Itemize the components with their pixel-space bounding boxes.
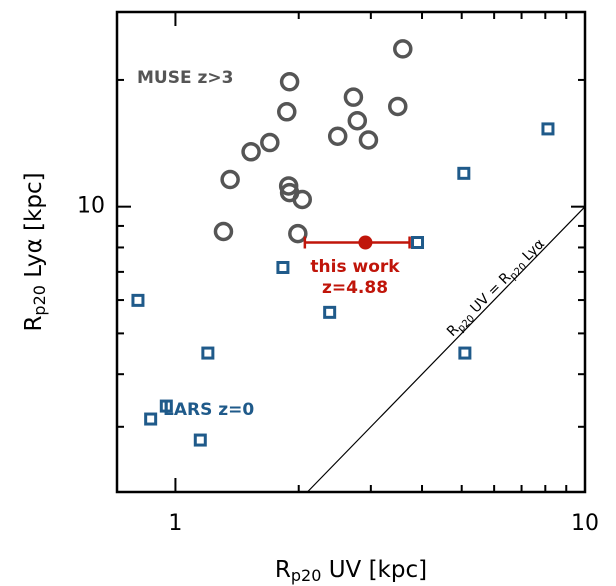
point: [288, 223, 308, 244]
point: [144, 412, 158, 426]
point: [276, 260, 290, 274]
point: [327, 126, 348, 146]
highlight-label: this work: [310, 257, 400, 277]
x-axis-label: Rp20 UV [kpc]: [275, 557, 427, 585]
point: [358, 130, 379, 150]
x-tick-label: 10: [571, 511, 599, 536]
point: [131, 293, 145, 307]
label-part: UV = R: [464, 269, 514, 319]
point: [458, 346, 472, 360]
plot-frame: [115, 10, 587, 494]
y-axis-label: Rp20 Lyα [kpc]: [21, 172, 49, 331]
point: [241, 142, 261, 162]
point: [193, 433, 207, 447]
label-part: Lyα [kpc]: [21, 172, 47, 285]
point: [201, 346, 215, 360]
label-part: R: [21, 316, 47, 332]
point: [393, 39, 413, 59]
series-label: LARS z=0: [163, 400, 254, 420]
point: [220, 169, 240, 190]
point: [260, 132, 280, 153]
reference-line-label: Rp20 UV = Rp20 Lyα: [444, 236, 549, 341]
point: [279, 72, 300, 92]
point: [292, 189, 312, 210]
point: [411, 236, 425, 250]
label-part: UV [kpc]: [321, 557, 427, 583]
point: [541, 122, 555, 136]
y-tick-label: 10: [77, 194, 105, 219]
point: [347, 110, 368, 131]
highlight-sublabel: z=4.88: [322, 278, 388, 298]
series-label: MUSE z>3: [137, 68, 233, 88]
point: [388, 96, 408, 117]
point: [343, 87, 364, 107]
reference-line: [306, 206, 586, 493]
label-part: R: [275, 557, 291, 583]
label-sub: p20: [291, 566, 322, 585]
point: [277, 102, 297, 122]
point: [159, 399, 173, 413]
point: [323, 305, 337, 319]
label-sub: p20: [30, 285, 49, 316]
highlight-point: [358, 235, 373, 250]
x-tick-label: 1: [168, 511, 182, 536]
point: [213, 221, 234, 242]
point: [457, 166, 471, 180]
